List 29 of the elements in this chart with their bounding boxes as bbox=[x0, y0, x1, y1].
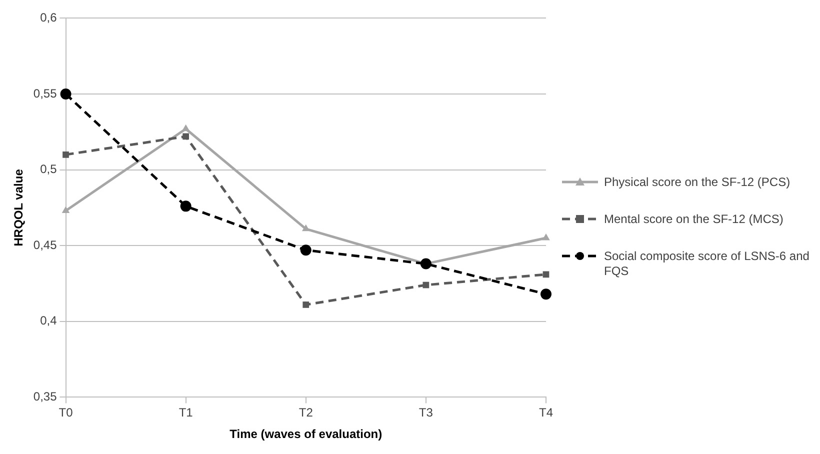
point bbox=[60, 88, 72, 100]
x-tick-label: T4 bbox=[538, 406, 554, 420]
y-axis-title: HRQOL value bbox=[12, 168, 26, 246]
y-tick-label: 0,35 bbox=[33, 390, 58, 404]
point bbox=[302, 302, 310, 308]
point bbox=[180, 200, 192, 212]
y-tick-label: 0,4 bbox=[40, 314, 58, 328]
point bbox=[182, 124, 190, 132]
point bbox=[182, 133, 189, 140]
y-tick-label: 0,55 bbox=[33, 86, 58, 100]
y-tick-label: 0,5 bbox=[40, 162, 58, 176]
legend-label: Mental score on the SF-12 (MCS) bbox=[604, 212, 784, 227]
x-tick-label: T3 bbox=[418, 406, 434, 420]
x-tick-label: T0 bbox=[58, 406, 74, 420]
point bbox=[302, 224, 310, 232]
x-tick-label: T1 bbox=[178, 406, 194, 420]
point bbox=[542, 271, 550, 278]
point bbox=[62, 151, 69, 158]
x-tick-label: T2 bbox=[298, 406, 314, 420]
legend-label: Social composite score of LSNS-6 and FQS bbox=[604, 249, 810, 279]
point bbox=[62, 206, 70, 213]
point bbox=[300, 244, 312, 256]
legend-label: Physical score on the SF-12 (PCS) bbox=[604, 175, 790, 190]
point bbox=[542, 234, 550, 240]
y-tick-label: 0,45 bbox=[33, 238, 58, 252]
point bbox=[420, 258, 432, 270]
x-axis-title: Time (waves of evaluation) bbox=[230, 427, 382, 442]
y-tick-label: 0,6 bbox=[40, 10, 58, 25]
point bbox=[540, 288, 552, 300]
